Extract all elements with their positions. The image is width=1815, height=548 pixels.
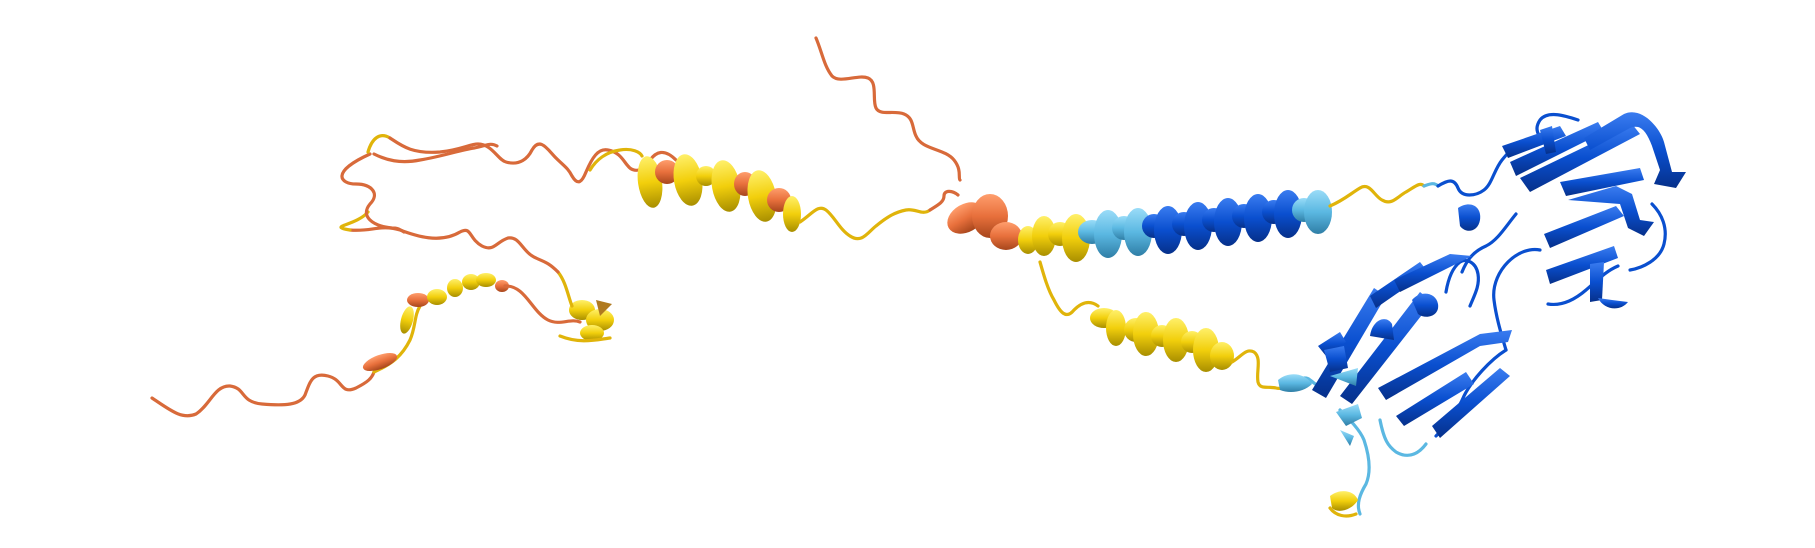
small-helix-cluster [362,270,614,374]
n-terminal-tail [150,370,376,418]
central-helix-junction [947,194,1090,262]
upper-left-loop [339,134,678,274]
beta-sheet-domain [1278,112,1686,518]
lower-yellow-helix [1038,260,1292,390]
top-tail [814,36,962,212]
central-left-helix [637,154,932,241]
long-blue-helix [1078,182,1440,258]
